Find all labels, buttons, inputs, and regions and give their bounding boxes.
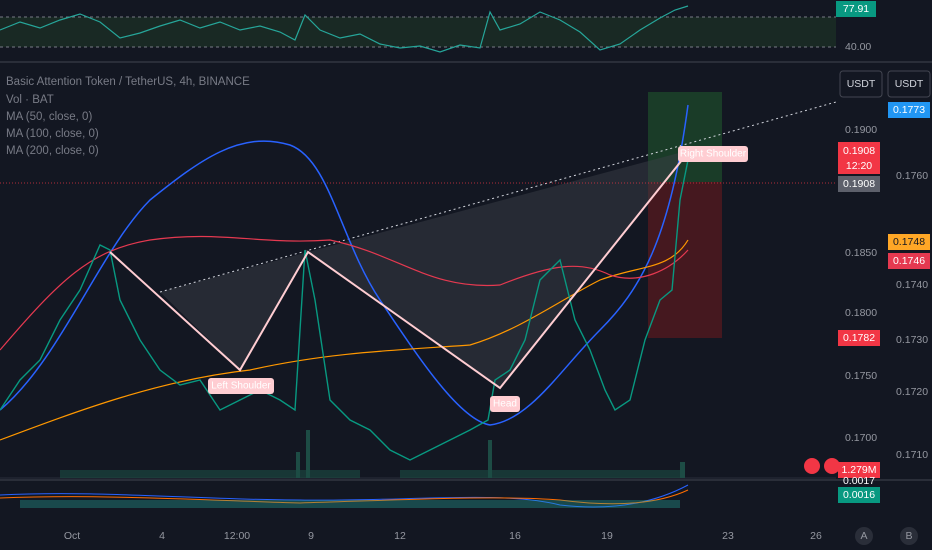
time-label: 12:00 [224, 530, 250, 542]
scale-label[interactable]: B [905, 530, 912, 542]
axis-label: 0.1740 [896, 279, 928, 291]
neckline [159, 101, 837, 293]
badge-text: 0.1908 [843, 178, 875, 190]
loss-zone [648, 182, 722, 338]
rsi-level: 40.00 [845, 41, 871, 53]
currency-label[interactable]: USDT [895, 78, 924, 90]
currency-button[interactable] [839, 70, 883, 98]
badge-text: 0.0017 [843, 475, 875, 487]
time-label: 26 [810, 530, 822, 542]
rsi-band [0, 17, 836, 47]
badge [838, 462, 880, 478]
histogram [20, 500, 680, 508]
time-label: 9 [308, 530, 314, 542]
axis-label: 0.1710 [896, 449, 928, 461]
badge-text: 0.1782 [843, 332, 875, 344]
time-label: 12 [394, 530, 406, 542]
ann-right: Right Shoulder [680, 149, 747, 160]
countdown: 12:20 [846, 160, 872, 172]
price-series [0, 159, 689, 461]
axis-label: 0.1900 [845, 124, 877, 136]
rsi-line [0, 5, 689, 53]
badge-text: 0.0016 [843, 489, 875, 501]
badge [838, 487, 880, 503]
scale-button[interactable] [900, 527, 918, 545]
axis-label: 0.1800 [845, 307, 877, 319]
rsi-value: 77.91 [843, 3, 869, 15]
time-label: 19 [601, 530, 613, 542]
axis-label: 0.1700 [845, 432, 877, 444]
pattern-fill [160, 150, 690, 388]
axis-label: 0.1760 [896, 170, 928, 182]
axis-label: 0.1850 [845, 247, 877, 259]
time-label: 4 [159, 530, 165, 542]
ann-box [490, 396, 520, 412]
ann-box [678, 146, 748, 162]
currency-button[interactable] [887, 70, 931, 98]
scale-label[interactable]: A [860, 530, 867, 542]
time-label: Oct [64, 530, 80, 542]
badge [888, 102, 930, 118]
indicator: MA (50, close, 0) [6, 111, 92, 123]
axis-label: 0.1730 [896, 334, 928, 346]
axis-label: 0.1750 [845, 370, 877, 382]
badge [888, 253, 930, 269]
macd-line [0, 484, 689, 508]
ma-100 [0, 239, 689, 441]
badge [888, 234, 930, 250]
event-icon[interactable] [804, 458, 820, 474]
badge-text: 0.1908 [843, 145, 875, 157]
event-icon[interactable] [824, 458, 840, 474]
badge-text: 1.279M [841, 464, 876, 476]
indicator: MA (100, close, 0) [6, 128, 99, 140]
badge-text: 0.1748 [893, 236, 925, 248]
hs-pattern [109, 149, 691, 390]
badge-text: 0.1773 [893, 104, 925, 116]
currency-label[interactable]: USDT [847, 78, 876, 90]
ann-box [208, 378, 274, 394]
badge-text: 0.1746 [893, 255, 925, 267]
badge [838, 176, 880, 192]
ann-head: Head [493, 399, 517, 410]
scale-button[interactable] [855, 527, 873, 545]
ma-200 [0, 235, 689, 351]
signal-line [0, 489, 689, 505]
indicator: MA (200, close, 0) [6, 145, 99, 157]
volume [60, 430, 685, 478]
indicator: Vol · BAT [6, 94, 54, 106]
time-label: 16 [509, 530, 521, 542]
badge [838, 142, 880, 174]
ann-left: Left Shoulder [211, 381, 271, 392]
symbol: Basic Attention Token / TetherUS, 4h, BI… [6, 76, 250, 88]
ma-50 [0, 104, 689, 426]
time-label: 23 [722, 530, 734, 542]
axis-label: 0.1720 [896, 386, 928, 398]
rsi-badge [836, 1, 876, 17]
badge [838, 330, 880, 346]
